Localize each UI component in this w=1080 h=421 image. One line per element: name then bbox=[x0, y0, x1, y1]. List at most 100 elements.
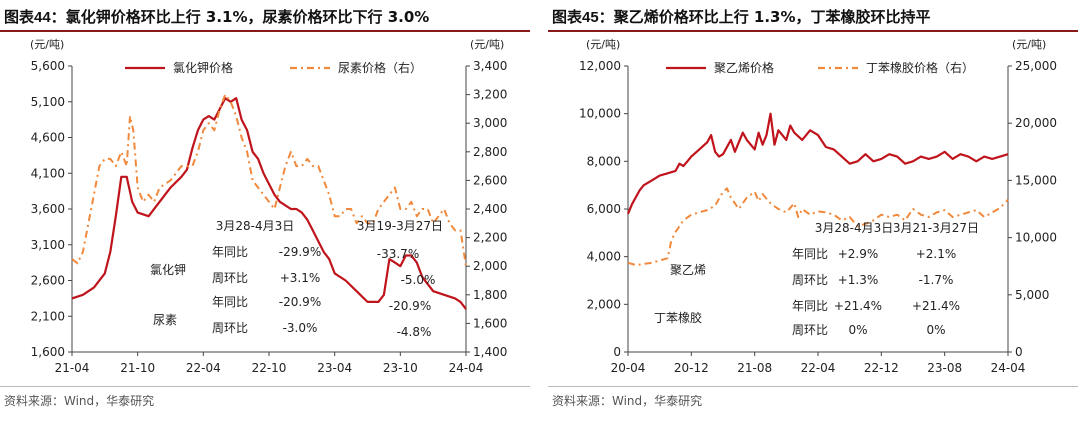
x-tick-label: 23-04 bbox=[317, 361, 352, 375]
y-right-tick-label: 3,000 bbox=[473, 116, 507, 130]
y-right-unit-label: (元/吨) bbox=[470, 38, 504, 51]
legend-label: 尿素价格（右） bbox=[338, 60, 422, 75]
x-tick-label: 22-10 bbox=[252, 361, 287, 375]
y-left-tick-label: 3,600 bbox=[31, 202, 65, 216]
y-right-tick-label: 10,000 bbox=[1015, 231, 1057, 245]
series-line-secondary bbox=[71, 93, 467, 267]
source-note: 资料来源：Wind，华泰研究 bbox=[4, 394, 155, 408]
y-right-tick-label: 1,600 bbox=[473, 316, 507, 330]
y-left-tick-label: 3,100 bbox=[31, 238, 65, 252]
annotation-text: 年同比 bbox=[792, 299, 828, 313]
annotation-text: -4.8% bbox=[397, 325, 432, 339]
x-tick-label: 21-08 bbox=[737, 361, 772, 375]
annotation-text: 3月21-3月27日 bbox=[893, 221, 979, 235]
y-left-tick-label: 4,000 bbox=[587, 250, 621, 264]
y-left-tick-label: 0 bbox=[613, 345, 621, 359]
y-left-tick-label: 2,000 bbox=[587, 297, 621, 311]
y-left-unit-label: (元/吨) bbox=[586, 38, 620, 51]
annotation-text: -1.7% bbox=[919, 273, 954, 287]
y-right-tick-label: 2,600 bbox=[473, 173, 507, 187]
y-left-tick-label: 5,600 bbox=[31, 59, 65, 73]
y-right-tick-label: 1,800 bbox=[473, 288, 507, 302]
x-tick-label: 22-04 bbox=[186, 361, 221, 375]
series-line-secondary bbox=[627, 187, 1009, 267]
annotation-text: 3月28-4月3日 bbox=[216, 219, 295, 233]
footer-divider bbox=[0, 386, 530, 387]
annotation-text: 周环比 bbox=[792, 323, 828, 337]
y-right-tick-label: 5,000 bbox=[1015, 288, 1049, 302]
y-left-tick-label: 12,000 bbox=[579, 59, 621, 73]
line-chart-polyethylene-sbr: (元/吨) (元/吨) 12,000 10,000 8,000 6,000 4,000 2,0… bbox=[579, 38, 1057, 375]
y-right-tick-label: 20,000 bbox=[1015, 116, 1057, 130]
y-left-unit-label: (元/吨) bbox=[30, 38, 64, 51]
legend-label: 丁苯橡胶价格（右） bbox=[866, 60, 974, 75]
annotation-text: -3.0% bbox=[283, 321, 318, 335]
annotation-text: -20.9% bbox=[389, 299, 431, 313]
legend-label: 聚乙烯价格 bbox=[714, 60, 774, 75]
x-tick-label: 20-12 bbox=[674, 361, 709, 375]
annotation-text: 氯化钾 bbox=[150, 263, 186, 277]
annotation-text: +1.3% bbox=[838, 273, 879, 287]
x-tick-label: 21-04 bbox=[55, 361, 90, 375]
y-right-tick-label: 2,000 bbox=[473, 259, 507, 273]
chart-title: 图表45：聚乙烯价格环比上行 1.3%，丁苯橡胶环比持平 bbox=[552, 8, 931, 26]
y-left-tick-label: 4,600 bbox=[31, 131, 65, 145]
chart-panel-potash-urea: 图表44：氯化钾价格环比上行 3.1%，尿素价格环比下行 3.0% (元/吨)(… bbox=[0, 0, 530, 421]
y-right-tick-label: 2,400 bbox=[473, 202, 507, 216]
annotation-text: +21.4% bbox=[912, 299, 960, 313]
annotation-text: 尿素 bbox=[153, 313, 177, 327]
annotation-text: 年同比 bbox=[212, 245, 248, 259]
annotation-text: +2.9% bbox=[838, 247, 879, 261]
y-right-tick-label: 2,800 bbox=[473, 145, 507, 159]
annotation-text: -33.7% bbox=[377, 247, 419, 261]
annotation-text: 0% bbox=[848, 323, 867, 337]
y-left-tick-label: 8,000 bbox=[587, 154, 621, 168]
y-right-tick-label: 3,200 bbox=[473, 88, 507, 102]
y-left-tick-label: 4,100 bbox=[31, 166, 65, 180]
annotation-text: +2.1% bbox=[916, 247, 957, 261]
annotation-text: 3月28-4月3日 bbox=[815, 221, 894, 235]
y-right-tick-label: 25,000 bbox=[1015, 59, 1057, 73]
chart-title: 图表44：氯化钾价格环比上行 3.1%，尿素价格环比下行 3.0% bbox=[4, 8, 430, 26]
annotation-text: -20.9% bbox=[279, 295, 321, 309]
y-right-tick-label: 15,000 bbox=[1015, 173, 1057, 187]
annotation-text: 周环比 bbox=[212, 271, 248, 285]
annotation-text: 0% bbox=[926, 323, 945, 337]
annotation-text: -5.0% bbox=[401, 273, 436, 287]
x-tick-label: 24-04 bbox=[449, 361, 484, 375]
line-chart-potash-urea: (元/吨) (元/吨) 5,600 5,100 4,600 4,100 3,600 3,100… bbox=[30, 38, 507, 375]
annotation-text: 3月19-3月27日 bbox=[357, 219, 443, 233]
annotation-text: +21.4% bbox=[834, 299, 882, 313]
y-left-tick-label: 5,100 bbox=[31, 95, 65, 109]
annotation-text: 年同比 bbox=[212, 295, 248, 309]
y-right-unit-label: (元/吨) bbox=[1012, 38, 1046, 51]
y-left-tick-label: 1,600 bbox=[31, 345, 65, 359]
y-left-tick-label: 6,000 bbox=[587, 202, 621, 216]
x-tick-label: 21-10 bbox=[120, 361, 155, 375]
annotation-text: -29.9% bbox=[279, 245, 321, 259]
annotation-text: 年同比 bbox=[792, 247, 828, 261]
chart-panel-polyethylene-sbr: 图表45：聚乙烯价格环比上行 1.3%，丁苯橡胶环比持平 (元/吨) (元/吨) 1… bbox=[548, 0, 1078, 421]
annotation-text: +3.1% bbox=[280, 271, 321, 285]
annotation-text: 周环比 bbox=[212, 321, 248, 335]
annotation-text: 丁苯橡胶 bbox=[654, 310, 702, 325]
source-note: 资料来源：Wind，华泰研究 bbox=[552, 394, 703, 408]
x-tick-label: 23-08 bbox=[927, 361, 962, 375]
x-tick-label: 22-12 bbox=[864, 361, 899, 375]
legend-label: 氯化钾价格 bbox=[173, 60, 233, 75]
annotation-text: 聚乙烯 bbox=[670, 263, 706, 277]
x-tick-label: 22-04 bbox=[801, 361, 836, 375]
y-left-tick-label: 2,600 bbox=[31, 274, 65, 288]
y-left-tick-label: 10,000 bbox=[579, 107, 621, 121]
x-tick-label: 23-10 bbox=[383, 361, 418, 375]
x-tick-label: 24-04 bbox=[991, 361, 1026, 375]
annotation-text: 周环比 bbox=[792, 273, 828, 287]
x-tick-label: 20-04 bbox=[611, 361, 646, 375]
footer-divider bbox=[548, 386, 1078, 387]
series-line-primary bbox=[626, 112, 1009, 215]
y-right-tick-label: 1,400 bbox=[473, 345, 507, 359]
y-right-tick-label: 0 bbox=[1015, 345, 1023, 359]
series-line-primary bbox=[71, 97, 467, 310]
title-underline bbox=[0, 30, 530, 32]
y-left-tick-label: 2,100 bbox=[31, 309, 65, 323]
